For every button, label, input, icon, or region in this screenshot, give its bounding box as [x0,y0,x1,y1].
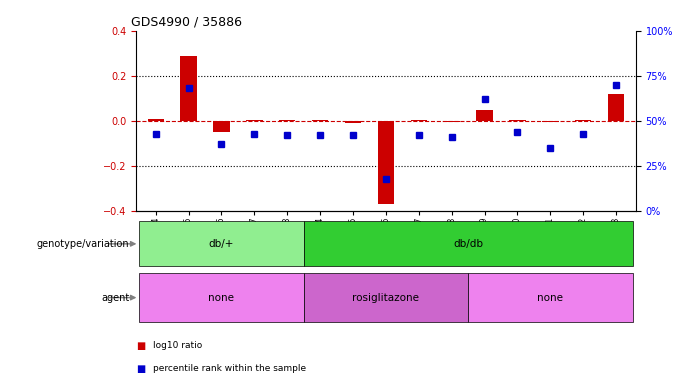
Text: percentile rank within the sample: percentile rank within the sample [153,364,306,373]
Bar [304,273,468,322]
Bar [312,120,328,121]
Bar [139,273,304,322]
Text: ■: ■ [136,364,146,374]
Bar [304,221,632,266]
Bar [411,120,427,121]
Text: none: none [537,293,563,303]
Bar [214,121,230,132]
Bar [476,110,493,121]
Bar [139,221,304,266]
Text: ■: ■ [136,341,146,351]
Bar [575,120,592,121]
Text: GDS4990 / 35886: GDS4990 / 35886 [131,15,242,28]
Text: log10 ratio: log10 ratio [153,341,202,350]
Bar [509,120,526,121]
Text: db/db: db/db [453,239,483,249]
Bar [246,120,262,121]
Bar [443,121,460,122]
Bar [180,56,197,121]
Text: none: none [209,293,235,303]
Text: agent: agent [101,293,129,303]
Text: genotype/variation: genotype/variation [37,239,129,249]
Bar [542,121,558,122]
Text: rosiglitazone: rosiglitazone [352,293,420,303]
Text: db/+: db/+ [209,239,234,249]
Bar [377,121,394,204]
Bar [345,121,361,123]
Bar [148,119,164,121]
Bar [608,94,624,121]
Bar [279,120,296,121]
Bar [468,273,632,322]
